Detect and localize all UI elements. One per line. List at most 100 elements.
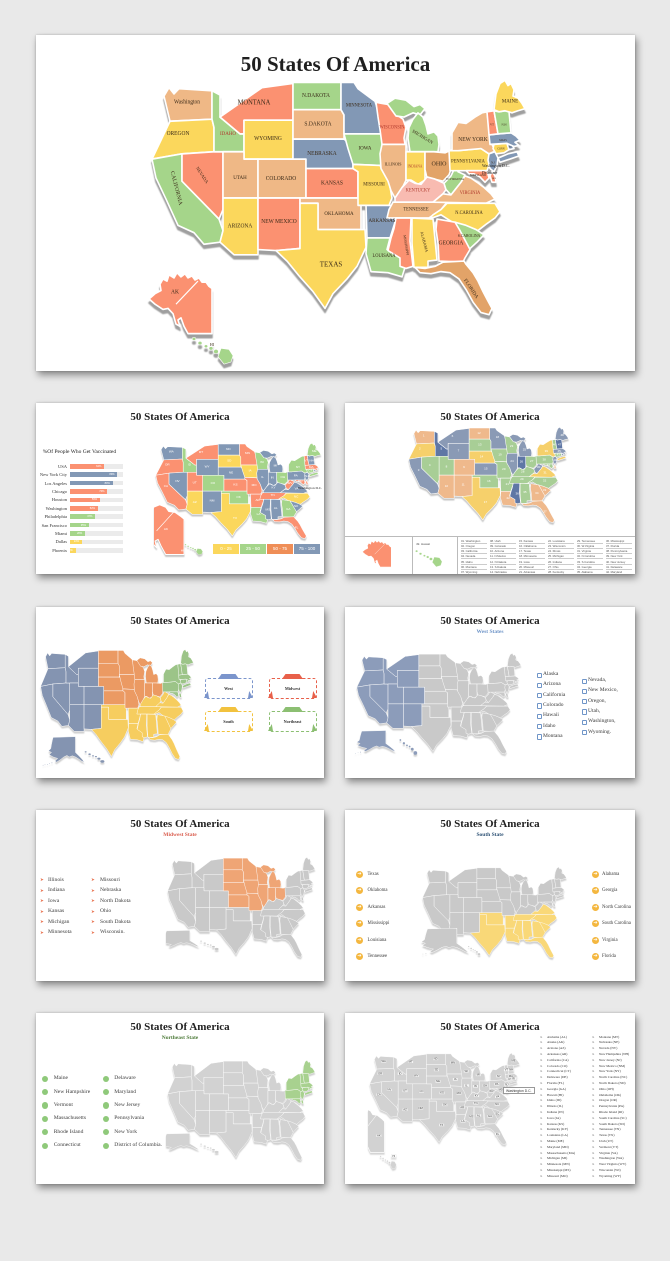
- svg-text:31: 31: [543, 470, 547, 474]
- svg-text:OKLAHOMA: OKLAHOMA: [324, 211, 353, 217]
- svg-text:NV: NV: [175, 479, 180, 483]
- svg-text:UT: UT: [193, 480, 197, 484]
- svg-text:10: 10: [445, 484, 449, 488]
- svg-text:MN: MN: [451, 1060, 455, 1064]
- svg-text:FL: FL: [295, 525, 299, 529]
- svg-text:TEXAS: TEXAS: [320, 260, 343, 268]
- svg-text:NC: NC: [495, 1102, 499, 1106]
- svg-text:26: 26: [520, 460, 524, 464]
- svg-text:43: 43: [557, 452, 561, 456]
- svg-text:6: 6: [452, 434, 454, 438]
- svg-text:TX: TX: [440, 1123, 444, 1127]
- svg-text:N.DAKOTA: N.DAKOTA: [302, 93, 331, 99]
- svg-text:9: 9: [463, 465, 465, 469]
- svg-text:S.CAROLINA: S.CAROLINA: [458, 234, 481, 238]
- svg-text:44: 44: [560, 452, 564, 456]
- svg-text:39: 39: [545, 449, 549, 453]
- svg-text:KY: KY: [475, 1094, 479, 1098]
- svg-text:AZ: AZ: [403, 1108, 407, 1112]
- svg-text:ND: ND: [226, 447, 231, 451]
- svg-text:14: 14: [480, 455, 484, 459]
- svg-text:MS: MS: [266, 507, 271, 511]
- svg-text:GA: GA: [488, 1114, 492, 1118]
- svg-text:ME: ME: [512, 1059, 516, 1063]
- svg-text:45: 45: [557, 449, 561, 453]
- svg-text:CO: CO: [211, 481, 216, 485]
- svg-text:OH: OH: [483, 1083, 487, 1087]
- svg-text:VA: VA: [295, 486, 300, 490]
- svg-text:INDIANA: INDIANA: [408, 164, 423, 168]
- svg-text:NJ: NJ: [305, 474, 309, 478]
- svg-text:MAINE: MAINE: [502, 98, 518, 104]
- svg-text:RI: RI: [313, 468, 316, 472]
- svg-text:CA: CA: [377, 1092, 381, 1096]
- svg-text:WA: WA: [169, 450, 175, 454]
- svg-text:PA: PA: [495, 1082, 499, 1086]
- svg-text:N.CAROLINA: N.CAROLINA: [455, 210, 483, 215]
- svg-text:46: 46: [553, 443, 557, 447]
- svg-text:LA: LA: [461, 1119, 465, 1123]
- svg-text:IL: IL: [261, 475, 264, 479]
- svg-text:NY: NY: [497, 1074, 501, 1078]
- svg-text:OREGON: OREGON: [167, 131, 190, 137]
- svg-text:SC: SC: [495, 1111, 499, 1115]
- svg-text:W.VIRGINIA: W.VIRGINIA: [446, 177, 465, 181]
- svg-text:MONTANA: MONTANA: [238, 99, 271, 106]
- svg-text:AZ: AZ: [193, 500, 197, 504]
- svg-text:WI: WI: [464, 1069, 468, 1073]
- svg-text:21: 21: [506, 482, 510, 486]
- svg-text:IN: IN: [271, 476, 274, 480]
- svg-text:36: 36: [515, 491, 519, 495]
- svg-text:28: 28: [521, 470, 525, 474]
- svg-text:OK: OK: [443, 1103, 447, 1107]
- svg-text:NM: NM: [210, 498, 215, 502]
- svg-text:DEL: DEL: [492, 178, 497, 180]
- svg-text:AK: AK: [164, 527, 168, 531]
- svg-text:8: 8: [446, 464, 448, 468]
- svg-text:27: 27: [530, 459, 534, 463]
- svg-text:HI: HI: [210, 342, 215, 347]
- svg-text:1: 1: [423, 434, 425, 438]
- svg-text:FL: FL: [496, 1132, 500, 1136]
- svg-text:CT: CT: [308, 468, 312, 472]
- svg-text:N.J: N.J: [491, 160, 496, 164]
- svg-text:CT: CT: [508, 1077, 512, 1081]
- svg-text:ARIZONA: ARIZONA: [228, 223, 254, 229]
- svg-text:NH: NH: [309, 459, 313, 463]
- svg-text:CONN: CONN: [497, 148, 504, 151]
- svg-text:42: 42: [547, 463, 551, 467]
- svg-text:WV: WV: [287, 481, 293, 485]
- svg-text:AL: AL: [274, 506, 278, 510]
- svg-text:47: 47: [558, 443, 562, 447]
- svg-text:IN: IN: [474, 1084, 477, 1088]
- svg-text:IA: IA: [454, 1077, 457, 1081]
- svg-text:AR: AR: [460, 1106, 464, 1110]
- svg-text:LOUISANA: LOUISANA: [373, 253, 397, 258]
- svg-text:KY: KY: [272, 486, 276, 490]
- svg-text:TX: TX: [233, 516, 237, 520]
- svg-text:40: 40: [553, 458, 557, 462]
- svg-text:MD: MD: [499, 1087, 503, 1091]
- svg-text:IDAHO: IDAHO: [220, 131, 236, 137]
- svg-text:MASS: MASS: [499, 138, 507, 142]
- svg-text:MISSOURI: MISSOURI: [363, 181, 385, 186]
- svg-text:GEORGIA: GEORGIA: [439, 240, 465, 246]
- svg-text:NH: NH: [509, 1068, 513, 1072]
- svg-text:20: 20: [502, 467, 506, 471]
- svg-text:OR: OR: [165, 462, 170, 466]
- svg-text:MARYLAND: MARYLAND: [470, 173, 486, 177]
- svg-text:34: 34: [535, 491, 539, 495]
- svg-text:30: 30: [537, 465, 541, 469]
- svg-text:MN: MN: [245, 451, 250, 455]
- svg-text:MA: MA: [309, 465, 315, 469]
- svg-text:IOWA: IOWA: [358, 146, 371, 152]
- svg-text:PENNSYLVANIA: PENNSYLVANIA: [451, 158, 485, 163]
- svg-text:NEW YORK: NEW YORK: [458, 137, 487, 143]
- svg-text:16: 16: [487, 479, 491, 483]
- svg-text:WISCONSIN: WISCONSIN: [380, 125, 406, 130]
- svg-text:VT: VT: [304, 459, 308, 463]
- svg-text:OH: OH: [281, 475, 286, 479]
- svg-text:MT: MT: [409, 1059, 413, 1063]
- svg-text:LA: LA: [257, 512, 262, 516]
- svg-text:24: 24: [510, 459, 514, 463]
